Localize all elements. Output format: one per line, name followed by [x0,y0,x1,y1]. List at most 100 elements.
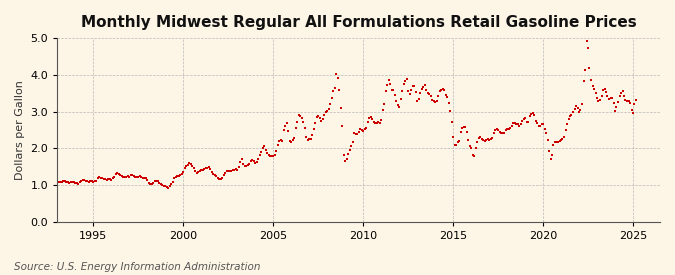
Point [376,117,387,122]
Point [482,137,493,141]
Point [556,138,566,142]
Point [184,161,194,165]
Point [391,98,402,103]
Point [457,126,468,130]
Point [404,92,415,96]
Point [587,84,598,88]
Point [349,131,360,135]
Point [274,139,285,143]
Point [62,180,73,185]
Point [395,97,406,101]
Point [626,108,637,112]
Point [481,138,491,142]
Point [122,174,133,178]
Point [514,123,524,128]
Point [163,185,173,190]
Point [128,174,139,178]
Point [584,66,595,70]
Point [509,121,520,125]
Point [377,108,388,112]
Point [253,157,264,161]
Point [290,126,301,130]
Point [325,102,335,106]
Point [524,114,535,118]
Point [543,149,554,153]
Point [230,167,241,171]
Point [307,133,318,138]
Point [296,116,307,120]
Point [505,126,516,130]
Point [55,180,65,185]
Point [427,98,437,102]
Point [136,174,146,179]
Point [294,113,304,117]
Point [522,120,533,124]
Point [53,180,64,184]
Point [160,184,171,189]
Point [449,143,460,148]
Point [542,138,553,142]
Point [72,181,82,185]
Point [431,99,442,103]
Point [583,46,593,51]
Point [267,154,277,158]
Point [338,153,349,157]
Point [580,68,591,73]
Point [269,153,280,157]
Point [224,169,235,173]
Point [591,95,602,100]
Point [70,181,81,185]
Point [109,175,119,179]
Point [520,116,531,120]
Point [412,98,423,103]
Point [126,173,136,178]
Point [599,87,610,91]
Point [251,160,262,164]
Point [259,144,269,149]
Point [310,120,321,125]
Point [101,178,112,182]
Point [187,163,198,168]
Point [495,131,506,135]
Point [335,106,346,110]
Point [67,180,78,184]
Point [435,88,446,92]
Point [614,94,625,98]
Point [491,127,502,131]
Point [445,109,456,113]
Point [603,97,614,101]
Point [248,159,259,163]
Point [146,182,157,186]
Point [298,120,308,124]
Point [562,122,572,127]
Point [58,179,69,183]
Point [326,95,337,100]
Point [238,162,248,166]
Point [337,124,348,128]
Point [268,154,279,159]
Point [385,82,396,86]
Point [211,174,221,178]
Point [169,176,180,181]
Point [630,98,641,102]
Point [304,137,315,141]
Point [568,110,578,114]
Point [392,103,403,107]
Point [468,154,479,159]
Point [527,111,538,116]
Point [441,95,452,99]
Point [548,143,559,148]
Point [229,167,240,172]
Point [319,113,329,117]
Point [295,114,306,118]
Point [398,82,409,86]
Point [371,120,382,125]
Point [116,174,127,178]
Point [551,139,562,144]
Point [88,180,99,184]
Point [323,106,334,111]
Point [406,88,416,92]
Point [139,176,150,180]
Point [84,180,95,184]
Point [354,127,365,131]
